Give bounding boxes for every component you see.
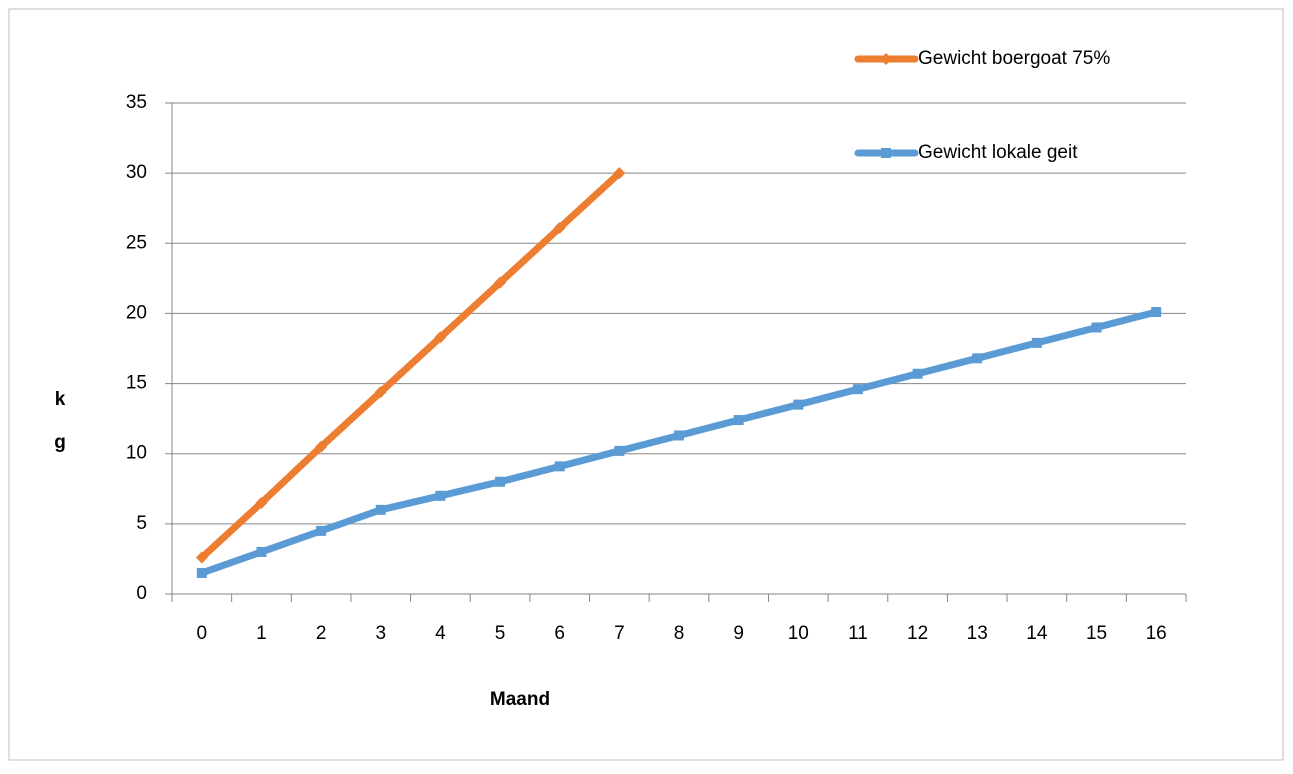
x-tick-label: 3 <box>375 623 386 644</box>
y-tick-label: 20 <box>126 302 147 323</box>
x-tick-label: 13 <box>967 623 988 644</box>
point <box>316 525 327 536</box>
point <box>912 368 923 379</box>
point <box>852 384 863 395</box>
x-tick-label: 8 <box>674 623 685 644</box>
legend-marker <box>881 148 891 158</box>
point <box>435 490 446 501</box>
x-axis-label: Maand <box>490 689 550 710</box>
point <box>972 353 983 364</box>
legend-label: Gewicht boergoat 75% <box>918 48 1110 69</box>
y-tick-label: 15 <box>126 373 147 394</box>
y-tick-label: 10 <box>126 443 147 464</box>
point <box>374 385 387 398</box>
point <box>554 461 565 472</box>
point <box>434 331 447 344</box>
x-tick-label: 5 <box>495 623 506 644</box>
point <box>195 551 208 564</box>
x-tick-label: 9 <box>733 623 744 644</box>
y-tick-label: 5 <box>136 513 147 534</box>
point <box>1151 307 1162 318</box>
chart-border <box>8 8 1284 761</box>
x-tick-label: 7 <box>614 623 625 644</box>
point <box>733 415 744 426</box>
legend-marker <box>880 53 892 65</box>
point <box>793 399 804 410</box>
legend-label: Gewicht lokale geit <box>918 142 1078 163</box>
point <box>1091 322 1102 333</box>
x-tick-label: 6 <box>554 623 565 644</box>
point <box>255 496 268 509</box>
point <box>315 440 328 453</box>
x-tick-label: 14 <box>1026 623 1048 644</box>
point <box>375 504 386 515</box>
x-tick-label: 15 <box>1086 623 1107 644</box>
series-line <box>199 170 622 561</box>
y-tick-label: 0 <box>136 583 147 604</box>
x-tick-label: 10 <box>788 623 809 644</box>
x-tick-label: 16 <box>1146 623 1167 644</box>
x-tick-label: 1 <box>256 623 267 644</box>
point <box>196 567 207 578</box>
x-tick-label: 11 <box>848 623 868 644</box>
point <box>256 546 267 557</box>
point <box>614 445 625 456</box>
y-tick-label: 30 <box>126 162 147 183</box>
point <box>674 430 684 441</box>
point <box>553 221 566 234</box>
x-tick-label: 0 <box>197 623 208 644</box>
y-tick-label: 25 <box>126 232 147 253</box>
point <box>495 476 506 487</box>
x-tick-label: 4 <box>435 623 446 644</box>
x-tick-label: 2 <box>316 623 327 644</box>
point <box>613 167 626 180</box>
y-tick-label: 35 <box>126 92 147 113</box>
point <box>494 276 507 289</box>
x-tick-label: 12 <box>907 623 928 644</box>
point <box>1031 337 1042 348</box>
